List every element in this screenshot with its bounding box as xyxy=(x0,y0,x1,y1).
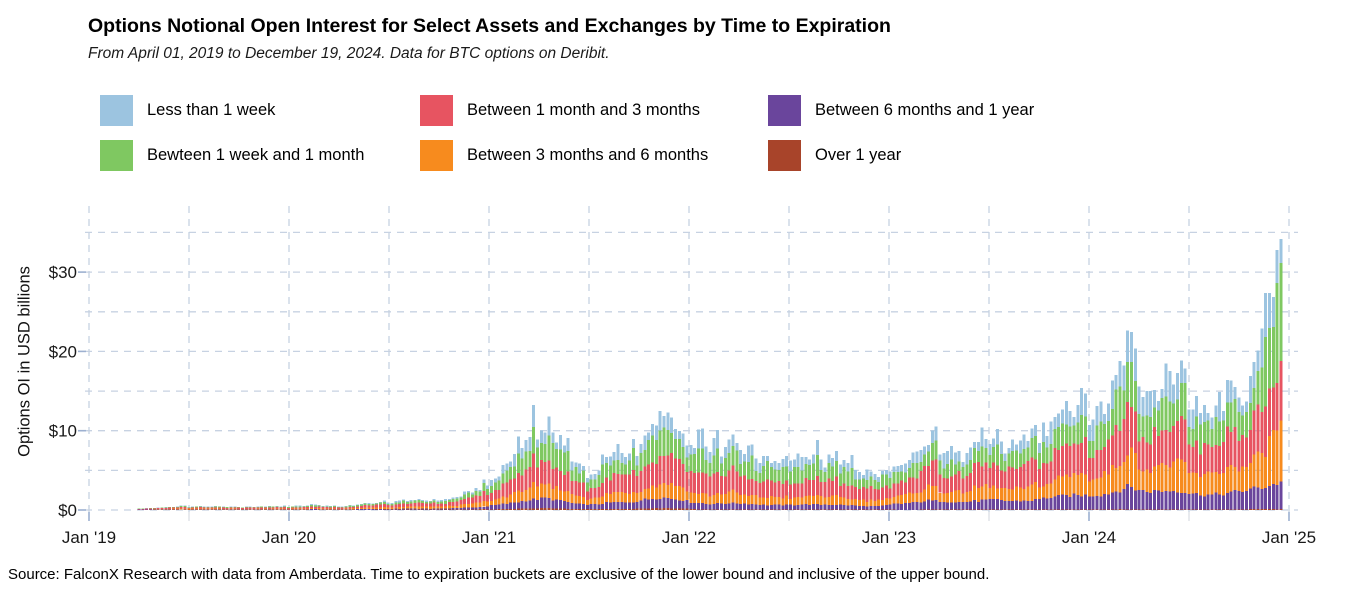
legend-swatch xyxy=(420,95,453,126)
svg-text:Jan '20: Jan '20 xyxy=(262,528,316,547)
svg-text:Jan '25: Jan '25 xyxy=(1262,528,1316,547)
legend-swatch xyxy=(100,95,133,126)
legend-label: Bewteen 1 week and 1 month xyxy=(147,146,365,164)
stacked-bars xyxy=(137,239,1283,510)
legend-swatch xyxy=(768,140,801,171)
svg-text:$20: $20 xyxy=(49,342,77,361)
svg-text:Jan '24: Jan '24 xyxy=(1062,528,1116,547)
svg-text:Jan '22: Jan '22 xyxy=(662,528,716,547)
svg-text:Jan '21: Jan '21 xyxy=(462,528,516,547)
legend-swatch xyxy=(768,95,801,126)
chart-title: Options Notional Open Interest for Selec… xyxy=(88,15,891,37)
chart-subtitle: From April 01, 2019 to December 19, 2024… xyxy=(88,45,610,62)
source-note: Source: FalconX Research with data from … xyxy=(8,566,990,583)
svg-text:$0: $0 xyxy=(58,501,77,520)
legend-label: Over 1 year xyxy=(815,146,902,164)
legend-item-0: Less than 1 week xyxy=(100,95,420,126)
legend-item-1: Bewteen 1 week and 1 month xyxy=(100,140,420,171)
legend-label: Between 6 months and 1 year xyxy=(815,101,1035,119)
legend-item-2: Between 1 month and 3 months xyxy=(420,95,768,126)
y-axis-ticks xyxy=(78,271,86,511)
svg-text:$30: $30 xyxy=(49,263,77,282)
legend-label: Between 3 months and 6 months xyxy=(467,146,709,164)
legend-item-3: Between 3 months and 6 months xyxy=(420,140,768,171)
x-tick-labels: Jan '19 Jan '20 Jan '21 Jan '22 Jan '23 Jan '… xyxy=(62,528,1316,547)
x-axis-ticks xyxy=(88,512,1290,521)
svg-text:Jan '23: Jan '23 xyxy=(862,528,916,547)
svg-text:Jan '19: Jan '19 xyxy=(62,528,116,547)
y-tick-labels: $0 $10 $20 $30 xyxy=(49,263,77,520)
legend-swatch xyxy=(420,140,453,171)
svg-text:$10: $10 xyxy=(49,422,77,441)
chart-legend: Less than 1 week Bewteen 1 week and 1 mon… xyxy=(100,95,1034,171)
legend-item-5: Over 1 year xyxy=(768,140,1034,171)
legend-swatch xyxy=(100,140,133,171)
legend-item-4: Between 6 months and 1 year xyxy=(768,95,1034,126)
legend-label: Less than 1 week xyxy=(147,101,276,119)
legend-label: Between 1 month and 3 months xyxy=(467,101,700,119)
